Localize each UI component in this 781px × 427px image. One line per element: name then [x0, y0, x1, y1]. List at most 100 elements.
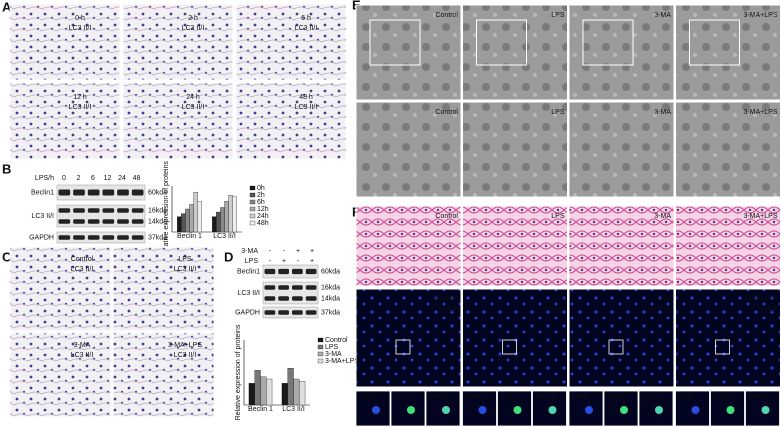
micrograph [122, 3, 234, 81]
legend-swatch [317, 337, 324, 343]
image-label: 3-MA+LPS [743, 12, 777, 19]
inset-label: Tunel [714, 394, 732, 401]
bar [266, 378, 273, 406]
band [305, 310, 317, 315]
inset-label: Merge [749, 394, 769, 401]
micrograph [675, 4, 781, 101]
inset-label: DAPI [359, 394, 375, 401]
legend-swatch [317, 358, 324, 364]
band [278, 296, 289, 301]
legend-swatch [249, 213, 256, 219]
band [264, 310, 276, 315]
lane-label: 6 [91, 175, 95, 182]
condition-sign: + [296, 248, 300, 255]
image-label: LC3 II/I [295, 104, 318, 111]
treatment-label: LPS/h [35, 175, 54, 182]
micrograph [675, 101, 781, 198]
zoom-box [476, 19, 527, 66]
micrograph [355, 101, 462, 198]
panel-letter: B [2, 161, 11, 176]
band [87, 235, 100, 240]
legend-label: 3-MA [325, 351, 342, 358]
bar [220, 207, 225, 233]
image-label: LPS [551, 295, 565, 302]
size-label: 16kda [148, 207, 167, 214]
cell [407, 406, 415, 414]
image-label: Control [435, 12, 458, 19]
image-label: 0 h [75, 15, 85, 22]
image-label: 3-MA [654, 12, 671, 19]
lane-label: 48 [133, 175, 141, 182]
legend-swatch [317, 344, 324, 350]
size-label: 37kda [148, 234, 167, 241]
cell [620, 406, 628, 414]
band [73, 235, 85, 240]
image-label: LC3 II/I [69, 25, 92, 32]
inset-label: DAPI [466, 394, 482, 401]
protein-label: LC3 II/I [31, 213, 54, 220]
cell [513, 406, 522, 414]
bar [177, 216, 182, 233]
bar [260, 376, 267, 406]
size-label: 14kda [148, 218, 167, 225]
image-label: 3-MA+LPS [743, 295, 777, 302]
cell [548, 406, 557, 414]
band [264, 296, 276, 301]
image-label: Merge [651, 305, 671, 312]
bar [287, 368, 294, 406]
image-label: LPS [551, 213, 565, 220]
micrograph [568, 4, 675, 101]
legend-label: 2h [257, 192, 265, 199]
bar [193, 191, 198, 233]
band [117, 235, 129, 240]
condition-sign: + [310, 248, 314, 255]
image-label: 3-MA [654, 109, 671, 116]
condition-sign: - [297, 258, 300, 265]
legend-label: 12h [257, 206, 269, 213]
band [305, 296, 317, 301]
lane-label: 12 [104, 175, 112, 182]
cell [691, 406, 700, 414]
bar [216, 211, 221, 233]
micrograph [675, 205, 781, 287]
band [102, 208, 115, 213]
bar [254, 370, 261, 406]
band [292, 310, 303, 315]
band [117, 189, 129, 196]
image-label: LPS [178, 256, 192, 263]
bar [189, 204, 194, 233]
band [102, 219, 115, 224]
panel-letter: C [2, 249, 12, 264]
image-label: 3-MA+LPS [168, 342, 202, 349]
size-label: 60kda [321, 268, 340, 275]
image-label: 2 h [188, 15, 198, 22]
lane-label: 0 [62, 175, 66, 182]
micrograph [462, 4, 568, 101]
condition-sign: + [282, 258, 286, 265]
image-label: Control [435, 295, 458, 302]
micrograph [462, 205, 568, 287]
micrograph [112, 246, 215, 332]
micrograph [355, 205, 462, 287]
image-label: Merge [438, 305, 458, 312]
zoom-box [395, 339, 411, 355]
inset-label: DAPI [572, 394, 588, 401]
micrograph [9, 246, 112, 332]
band [117, 208, 129, 213]
band [102, 189, 115, 196]
inset-label: Tunel [394, 394, 412, 401]
legend-label: LPS [325, 344, 339, 351]
band [73, 189, 85, 196]
cell [655, 406, 663, 414]
legend-swatch [249, 192, 256, 198]
protein-label: GAPDH [235, 309, 260, 316]
protein-label: LC3 II/I [237, 290, 260, 297]
micrograph [122, 82, 234, 160]
zoom-box [715, 339, 730, 355]
micrograph [9, 332, 112, 418]
inset-label: Merge [429, 394, 449, 401]
protein-label: Beclin1 [237, 268, 260, 275]
image-label: 6 h [301, 15, 311, 22]
x-tick-label: LC3 II/I [282, 406, 305, 413]
band [305, 268, 317, 275]
